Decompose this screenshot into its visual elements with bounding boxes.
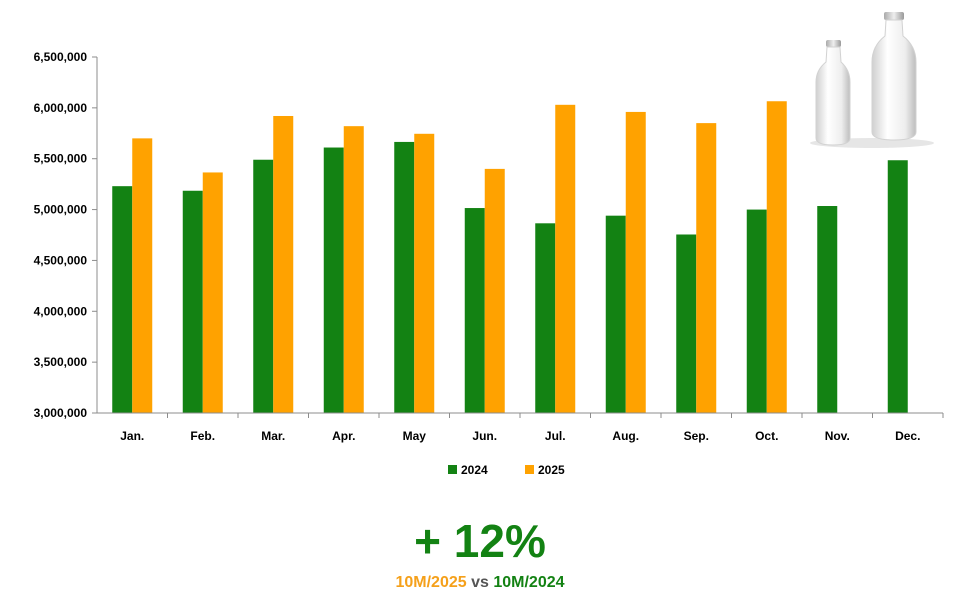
x-axis: Jan. Feb. Mar. Apr. May Jun. Jul. Aug. Sep. Oct. N…	[97, 412, 944, 443]
bar-2025-2	[202, 172, 223, 413]
y-axis: 3,000,000 3,500,000 4,000,000 4,500,000 5,00…	[34, 50, 98, 420]
legend-swatch-2025	[525, 465, 534, 474]
bar-2024-6	[464, 208, 485, 413]
bar-2024-2	[182, 190, 203, 413]
bar-2024-9	[676, 234, 697, 413]
legend-label-2024: 2024	[461, 463, 488, 477]
x-tick-label: Sep.	[684, 429, 709, 443]
x-tick-label: Nov.	[825, 429, 850, 443]
bar-2025-6	[484, 168, 505, 413]
bar-2024-12	[887, 160, 908, 413]
comparison-subtitle: 10M/2025 vs 10M/2024	[0, 572, 960, 594]
y-tick-label: 5,000,000	[34, 203, 88, 217]
legend: 2024 2025	[448, 463, 565, 477]
bar-2024-8	[605, 215, 626, 413]
bar-2024-3	[253, 159, 274, 413]
y-tick-label: 3,000,000	[34, 406, 88, 420]
y-tick-label: 6,500,000	[34, 50, 88, 64]
bar-2025-5	[414, 133, 435, 413]
vs-word: vs	[471, 574, 489, 591]
bars	[112, 101, 908, 414]
y-tick-label: 3,500,000	[34, 355, 88, 369]
y-tick-label: 4,000,000	[34, 304, 88, 318]
period-previous: 10M/2024	[493, 574, 565, 591]
x-tick-label: Oct.	[755, 429, 778, 443]
bar-2024-5	[394, 141, 415, 413]
y-tick-label: 6,000,000	[34, 101, 88, 115]
bar-2024-1	[112, 186, 133, 413]
small-milk-bottle-icon	[815, 40, 851, 146]
bar-2024-11	[817, 206, 838, 413]
y-tick-label: 5,500,000	[34, 152, 88, 166]
milk-bottles-image	[810, 12, 934, 148]
x-tick-label: Dec.	[895, 429, 920, 443]
x-tick-label: Feb.	[190, 429, 215, 443]
bar-2024-7	[535, 223, 556, 413]
x-tick-label: Jul.	[545, 429, 566, 443]
bar-2025-7	[555, 104, 576, 413]
y-tick-label: 4,500,000	[34, 253, 88, 267]
bar-2024-10	[746, 209, 767, 413]
large-milk-bottle-icon	[871, 12, 917, 141]
x-tick-label: Jan.	[120, 429, 144, 443]
bar-2025-10	[766, 101, 787, 413]
legend-swatch-2024	[448, 465, 457, 474]
bar-2025-8	[625, 111, 646, 413]
bar-2025-9	[696, 123, 717, 413]
x-tick-label: Mar.	[261, 429, 285, 443]
bar-2025-4	[343, 126, 364, 413]
x-tick-label: Jun.	[472, 429, 497, 443]
bar-2025-1	[132, 138, 153, 413]
period-current: 10M/2025	[395, 574, 467, 591]
growth-headline: + 12%	[414, 515, 546, 567]
x-tick-label: Apr.	[332, 429, 355, 443]
legend-label-2025: 2025	[538, 463, 565, 477]
x-tick-label: Aug.	[612, 429, 639, 443]
x-tick-label: May	[403, 429, 427, 443]
bar-2024-4	[323, 147, 344, 414]
bar-2025-3	[273, 115, 294, 413]
